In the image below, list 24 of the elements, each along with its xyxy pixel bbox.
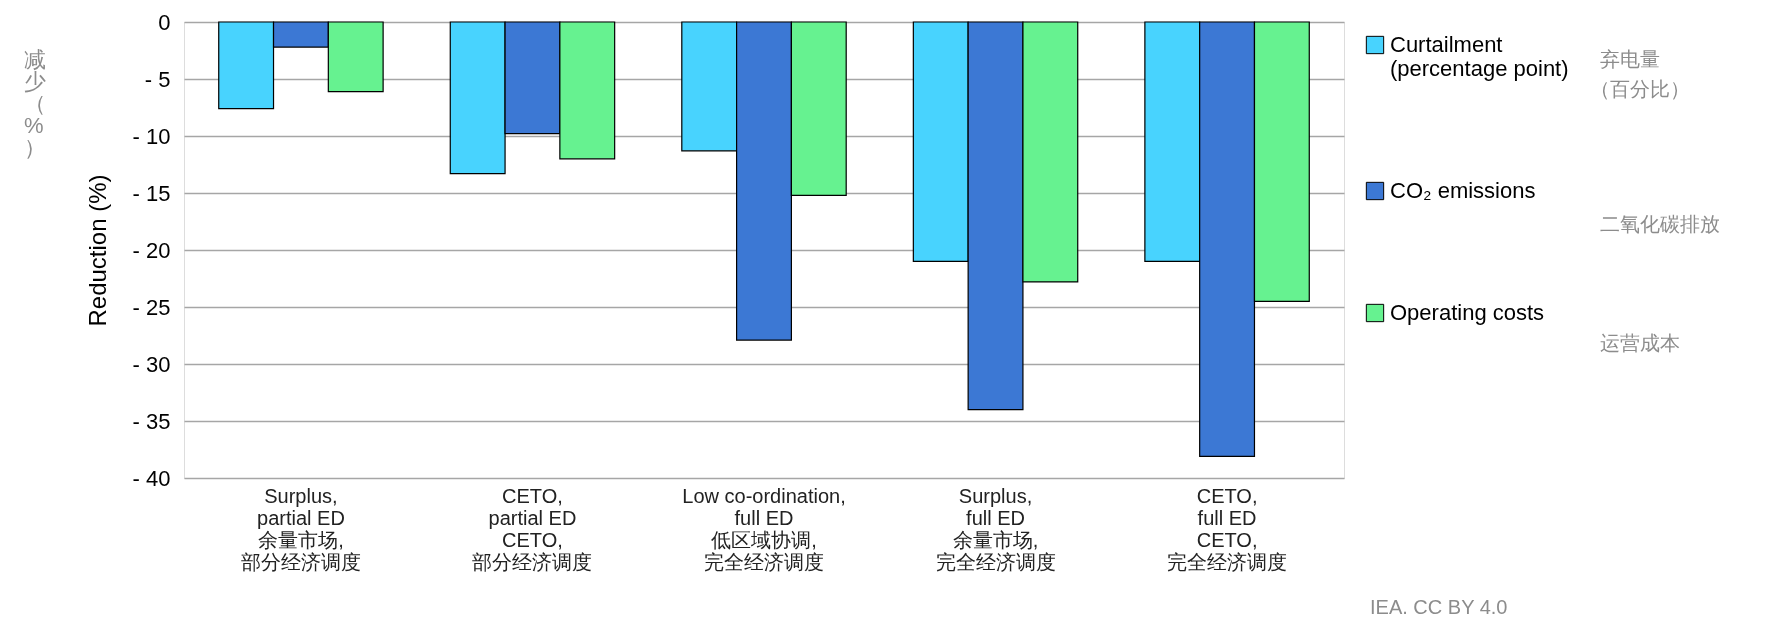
- text: 二氧化碳排放: [1600, 213, 1720, 235]
- x-tick-label: Surplus, full ED 余量市场, 完全经济调度: [935, 484, 1056, 573]
- y-tick-label: - 30: [132, 351, 171, 377]
- x-tick-label: Low co-ordination, full ED 低区域协调, 完全经济调度: [682, 484, 846, 573]
- y-tick-label: 0: [158, 9, 171, 35]
- text: （百分比）: [1590, 78, 1690, 100]
- y-tick-label: - 20: [132, 237, 171, 263]
- text: IEA. CC BY 4.0: [1370, 596, 1508, 618]
- x-tick-label: CETO, full ED CETO, 完全经济调度: [1167, 484, 1288, 573]
- text: 弃电量: [1600, 48, 1660, 70]
- x-tick-label: CETO, partial ED CETO, 部分经济调度: [472, 484, 593, 573]
- x-tick-label: Surplus, partial ED 余量市场, 部分经济调度: [240, 484, 361, 573]
- y-tick-label: - 35: [132, 408, 171, 434]
- legend-label: Operating costs: [1390, 300, 1545, 325]
- text: 减少（%）: [24, 47, 46, 160]
- text: 运营成本: [1600, 332, 1680, 354]
- y-tick-label: - 15: [132, 180, 171, 206]
- y-tick-label: - 40: [132, 465, 171, 491]
- y-tick-label: - 5: [144, 66, 171, 92]
- legend-label: CO₂ emissions: [1390, 178, 1536, 203]
- y-axis-title: Reduction (%): [83, 174, 111, 327]
- legend-label: Curtailment (percentage point): [1390, 32, 1569, 81]
- y-tick-label: - 25: [132, 294, 171, 320]
- y-tick-label: - 10: [132, 123, 171, 149]
